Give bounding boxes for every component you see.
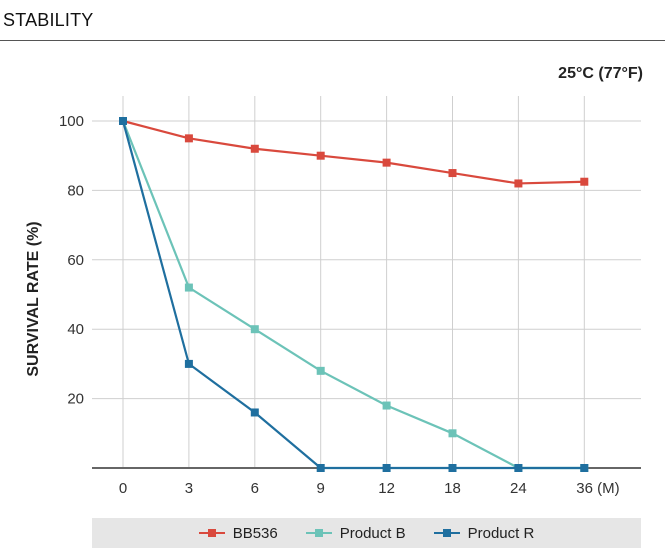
stability-chart: 25°C (77°F) SURVIVAL RATE (%) 100 80 60 40 2… xyxy=(0,41,665,548)
x-tick-label: 6 xyxy=(251,480,259,497)
data-point xyxy=(250,325,259,334)
y-axis-label: SURVIVAL RATE (%) xyxy=(25,221,42,376)
data-point xyxy=(448,429,457,438)
data-point xyxy=(580,177,589,186)
data-point xyxy=(250,144,259,153)
x-tick-labels: 0 3 6 9 12 18 24 36 (M) xyxy=(119,480,620,497)
series-line xyxy=(122,119,585,185)
y-tick-label: 40 xyxy=(67,321,84,338)
x-tick-label: 9 xyxy=(317,480,325,497)
y-tick-label: 80 xyxy=(67,182,84,199)
legend-label: BB536 xyxy=(232,524,278,542)
legend-swatch xyxy=(305,529,332,537)
y-tick-label: 60 xyxy=(67,252,84,269)
condition-label: 25°C (77°F) xyxy=(558,65,643,82)
legend-label: Product R xyxy=(467,524,535,542)
series-line xyxy=(121,120,585,470)
data-point xyxy=(448,169,457,178)
gridlines xyxy=(92,96,641,469)
page-header: STABILITY xyxy=(0,0,665,41)
data-point xyxy=(514,464,523,472)
data-point xyxy=(382,158,391,167)
data-point xyxy=(448,464,457,472)
legend-swatch xyxy=(433,529,460,537)
data-point xyxy=(514,179,523,188)
legend-label: Product B xyxy=(339,524,406,542)
data-point xyxy=(250,408,259,417)
series-line xyxy=(121,120,585,470)
x-tick-label: 12 xyxy=(378,480,395,497)
series-product-r xyxy=(119,117,589,472)
y-tick-label: 100 xyxy=(59,113,84,130)
x-tick-label: 0 xyxy=(119,480,127,497)
legend-swatch xyxy=(198,529,225,537)
data-point xyxy=(184,134,193,143)
y-tick-labels: 100 80 60 40 20 xyxy=(59,113,84,408)
data-point xyxy=(382,401,391,410)
y-tick-label: 20 xyxy=(67,391,84,408)
data-point xyxy=(316,366,325,375)
legend-item: BB536 xyxy=(198,524,278,542)
x-tick-label: 3 xyxy=(185,480,193,497)
series-lines xyxy=(119,117,589,472)
chart-canvas: 25°C (77°F) SURVIVAL RATE (%) 1008060402… xyxy=(25,65,643,497)
data-point xyxy=(316,151,325,160)
data-point xyxy=(382,464,391,472)
x-tick-label: 36 (M) xyxy=(576,480,619,497)
data-point xyxy=(316,464,325,472)
legend: BB536 Product B Product R xyxy=(92,518,641,548)
data-point xyxy=(184,283,193,292)
data-point xyxy=(119,117,127,125)
legend-item: Product B xyxy=(305,524,406,542)
x-tick-label: 24 xyxy=(510,480,527,497)
page-title: STABILITY xyxy=(3,10,94,30)
data-point xyxy=(184,359,193,368)
legend-item: Product R xyxy=(433,524,535,542)
series-bb536 xyxy=(119,117,589,188)
x-tick-label: 18 xyxy=(444,480,461,497)
data-point xyxy=(580,464,589,472)
